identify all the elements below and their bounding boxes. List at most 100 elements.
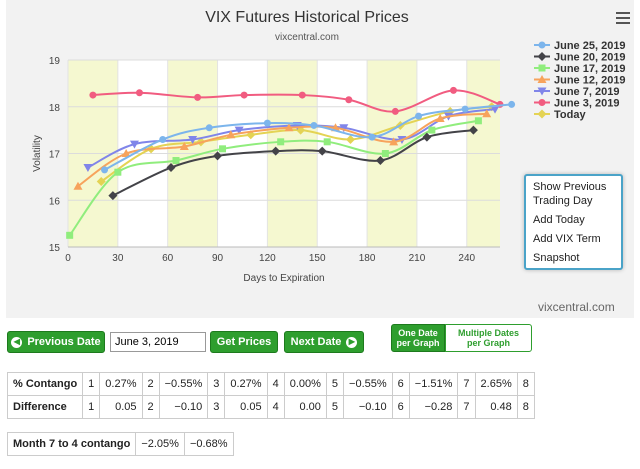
menu-item-snapshot[interactable]: Snapshot xyxy=(533,252,580,264)
chart-title: VIX Futures Historical Prices xyxy=(205,9,409,26)
data-point xyxy=(415,112,423,120)
data-point xyxy=(339,124,349,133)
data-point xyxy=(461,105,469,113)
previous-date-label: Previous Date xyxy=(27,336,101,348)
month-index: 3 xyxy=(207,372,226,396)
data-point xyxy=(194,93,202,101)
data-point xyxy=(422,132,432,142)
data-point xyxy=(159,135,167,143)
legend-item-label: June 20, 2019 xyxy=(554,52,626,64)
data-point xyxy=(240,91,248,99)
x-tick-label: 120 xyxy=(259,253,276,264)
month-index: 5 xyxy=(325,372,345,396)
arrow-right-icon: ▶ xyxy=(346,336,358,348)
data-point xyxy=(73,181,83,190)
multiple-dates-toggle[interactable]: Multiple Dates per Graph xyxy=(445,324,532,352)
site-credit: vixcentral.com xyxy=(538,300,615,314)
x-tick-label: 240 xyxy=(458,253,475,264)
summary-value-1: −2.05% xyxy=(135,432,185,456)
data-point xyxy=(135,89,143,97)
data-point xyxy=(474,117,482,125)
data-point xyxy=(129,140,139,149)
y-tick-label: 16 xyxy=(49,196,61,207)
x-tick-label: 30 xyxy=(112,253,124,264)
y-axis-label: Volatility xyxy=(32,135,43,172)
data-point xyxy=(114,168,122,176)
data-point xyxy=(375,156,385,166)
x-tick-label: 90 xyxy=(212,253,224,264)
arrow-left-icon: ◀ xyxy=(11,336,23,348)
month-index: 7 xyxy=(457,372,476,396)
menu-item-add-today[interactable]: Add Today xyxy=(533,214,585,226)
y-tick-label: 15 xyxy=(49,243,61,254)
table-cell: 0.05 xyxy=(224,395,268,419)
table-cell: −0.55% xyxy=(158,372,209,396)
data-point xyxy=(482,109,492,118)
legend-item-label: Today xyxy=(554,109,586,121)
previous-date-button[interactable]: ◀ Previous Date xyxy=(7,331,105,353)
row-label: Difference xyxy=(6,395,84,419)
summary-label: Month 7 to 4 contango xyxy=(6,432,137,456)
month-index: 6 xyxy=(391,395,410,419)
legend-marker xyxy=(537,75,547,83)
data-point xyxy=(271,146,281,156)
row-label: % Contango xyxy=(6,372,84,396)
table-cell: 0.00 xyxy=(283,395,327,419)
data-point xyxy=(108,191,118,201)
month-index: 8 xyxy=(516,372,535,396)
month-index: 4 xyxy=(266,395,285,419)
data-point xyxy=(345,134,355,144)
data-point xyxy=(101,166,109,174)
data-point xyxy=(234,126,244,135)
x-tick-label: 60 xyxy=(162,253,174,264)
menu-item-show-previous[interactable]: Show Previous Trading Day xyxy=(533,181,607,207)
legend-item-label: June 12, 2019 xyxy=(554,75,626,87)
chart-area: 0 30 60 90 120 150 180 210 240 15 16 17 18 19 VIX Futu… xyxy=(6,0,634,318)
legend-item-label: June 17, 2019 xyxy=(554,63,626,75)
data-point xyxy=(205,124,213,132)
get-prices-button[interactable]: Get Prices xyxy=(210,331,278,353)
one-date-line2: per Graph xyxy=(396,338,440,348)
month-index: 8 xyxy=(516,395,535,419)
y-tick-label: 17 xyxy=(49,150,61,161)
get-prices-label: Get Prices xyxy=(216,336,272,348)
data-point xyxy=(310,121,318,129)
data-point xyxy=(345,96,353,104)
data-point xyxy=(179,141,189,150)
data-point xyxy=(226,130,236,139)
data-point xyxy=(188,135,198,144)
data-point xyxy=(96,177,106,187)
month-index: 1 xyxy=(82,372,101,396)
table-row-difference: Difference 1 0.05 2 −0.10 3 0.05 4 0.00 5 −0.… xyxy=(6,395,535,419)
table-cell: 0.27% xyxy=(99,372,143,396)
date-input[interactable] xyxy=(110,332,206,352)
month-index: 3 xyxy=(207,395,226,419)
data-point xyxy=(219,145,227,153)
month-index: 2 xyxy=(141,372,160,396)
data-point xyxy=(66,231,74,239)
menu-item-add-vix-term[interactable]: Add VIX Term xyxy=(533,233,601,245)
chart-menu-icon[interactable] xyxy=(616,12,630,24)
next-date-button[interactable]: Next Date ▶ xyxy=(284,331,364,353)
summary-value-2: −0.68% xyxy=(183,432,234,456)
table-cell: −0.55% xyxy=(343,372,393,396)
data-point xyxy=(298,91,306,99)
data-point xyxy=(317,146,327,156)
legend-marker xyxy=(538,99,546,106)
data-point xyxy=(508,100,516,108)
contango-table: % Contango 1 0.27% 2 −0.55% 3 0.27% 4 0.00% … xyxy=(6,372,535,419)
x-axis-label: Days to Expiration xyxy=(243,273,324,284)
data-point xyxy=(213,151,223,161)
legend-item-label: June 7, 2019 xyxy=(554,86,619,98)
table-cell: 0.00% xyxy=(283,372,327,396)
table-cell: −0.10 xyxy=(158,395,209,419)
data-point xyxy=(428,126,436,134)
data-point xyxy=(89,91,97,99)
table-cell: −1.51% xyxy=(408,372,459,396)
one-date-line1: One Date xyxy=(398,328,438,338)
one-date-toggle[interactable]: One Date per Graph xyxy=(391,324,445,352)
month-index: 5 xyxy=(325,395,345,419)
legend-marker xyxy=(538,64,546,72)
table-cell: −0.28 xyxy=(408,395,459,419)
summary-table: Month 7 to 4 contango −2.05% −0.68% xyxy=(6,432,234,456)
